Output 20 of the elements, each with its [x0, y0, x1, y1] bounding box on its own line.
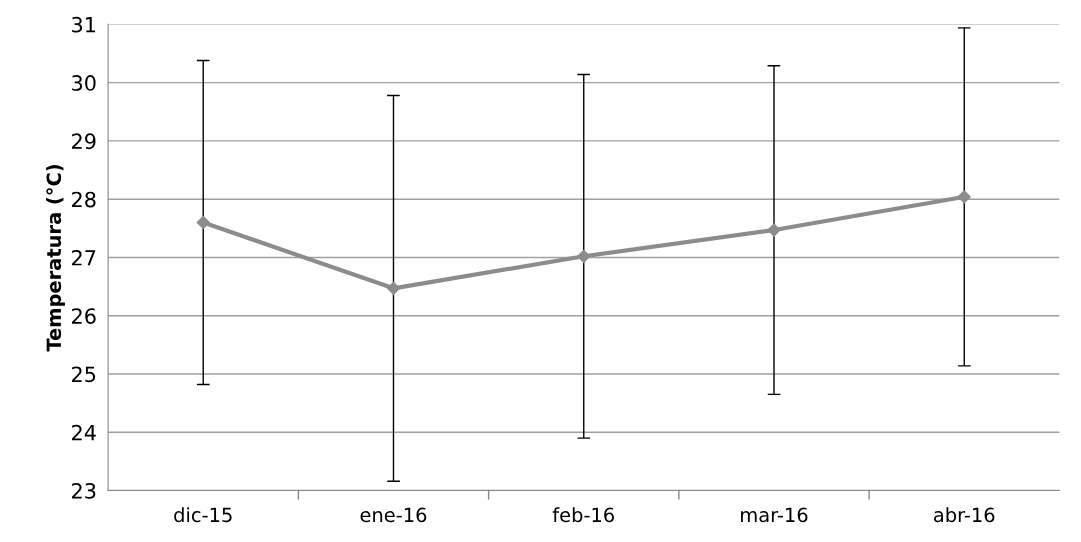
y-tick-label: 31: [72, 16, 96, 33]
x-tick-label: dic-15: [174, 507, 232, 523]
point: [577, 249, 591, 263]
y-tick-label: 27: [72, 249, 96, 266]
x-tick-label: feb-16: [552, 507, 614, 523]
point: [196, 215, 210, 230]
y-tick-label: 28: [72, 191, 96, 208]
y-tick-label: 23: [72, 482, 96, 499]
y-tick-label: 30: [72, 75, 96, 91]
y-tick-label: 29: [72, 133, 96, 150]
y-tick-label: 24: [72, 424, 96, 441]
x-tick-label: ene-16: [360, 507, 427, 523]
point: [767, 223, 781, 237]
point: [386, 281, 401, 295]
x-tick-label: mar-16: [741, 507, 808, 523]
point: [957, 190, 971, 204]
x-tick-label: abr-16: [934, 507, 995, 523]
y-tick-label: 26: [72, 308, 96, 324]
y-axis-title: Temperatura (°C): [46, 164, 65, 352]
y-tick-label: 25: [72, 366, 96, 383]
